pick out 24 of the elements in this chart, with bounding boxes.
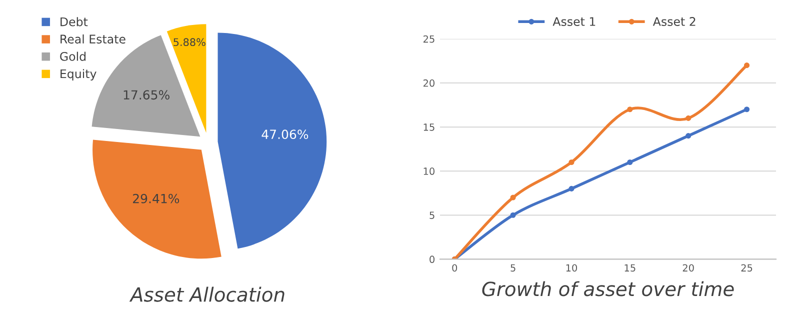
y-tick-label: 5 <box>430 212 434 219</box>
y-tick-label: 20 <box>423 79 434 87</box>
legend-label: Equity <box>60 69 96 81</box>
data-label: 5.88% <box>174 38 206 46</box>
x-tick-label: 20 <box>682 264 694 272</box>
y-tick-label: 0 <box>430 256 434 264</box>
legend-label: Asset 1 <box>552 17 596 26</box>
x-tick-label: 0 <box>452 264 458 272</box>
x-tick-label: 5 <box>510 264 516 272</box>
legend-label: Real Estate <box>60 34 126 44</box>
y-tick-label: 25 <box>423 35 434 43</box>
legend-label: Asset 2 <box>652 17 696 26</box>
x-tick-label: 10 <box>566 264 578 272</box>
legend-label: Debt <box>60 17 88 26</box>
y-tick-label: 15 <box>424 124 434 131</box>
y-tick-label: 10 <box>424 168 434 175</box>
x-tick-label: 25 <box>741 264 752 272</box>
text: Asset Allocation <box>129 286 284 302</box>
x-tick-label: 15 <box>624 264 636 272</box>
text: Growth of asset over time <box>482 281 734 296</box>
data-label: 17.65% <box>124 90 170 100</box>
data-label: 47.06% <box>262 130 308 140</box>
legend-label: Gold <box>60 52 86 61</box>
data-label: 29.41% <box>133 194 180 204</box>
